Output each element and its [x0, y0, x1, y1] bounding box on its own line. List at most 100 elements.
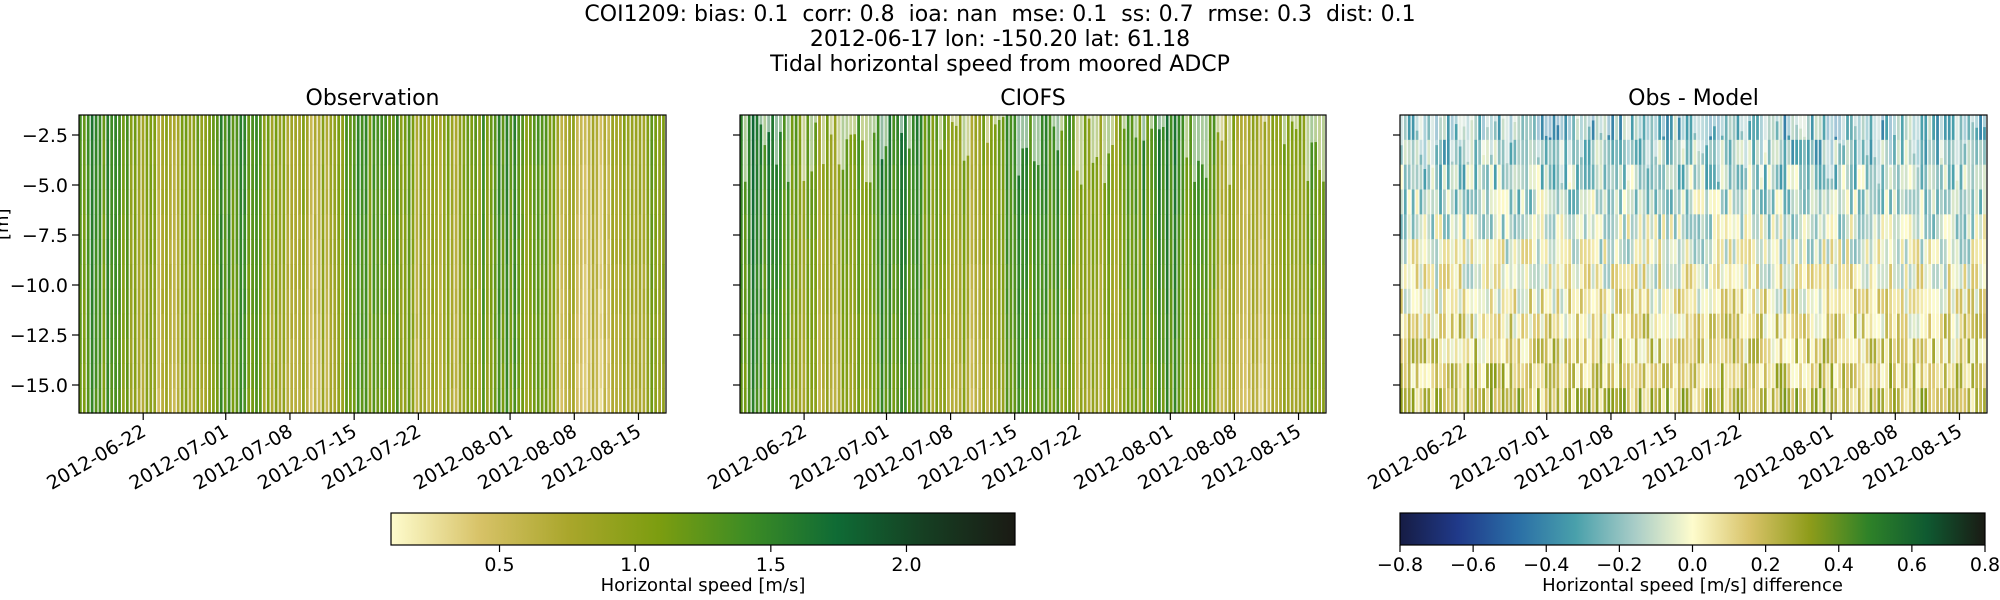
heatmap-cell: [1169, 139, 1173, 166]
heatmap-cell: [517, 115, 521, 141]
heatmap-cell: [82, 363, 86, 389]
heatmap-cell: [1290, 239, 1294, 265]
heatmap-cell: [1267, 115, 1271, 141]
heatmap-cell: [1009, 264, 1013, 290]
heatmap-cell: [1454, 214, 1458, 240]
heatmap-cell: [1517, 189, 1521, 215]
heatmap-cell: [1193, 264, 1196, 290]
heatmap-cell: [825, 214, 829, 240]
heatmap-cell: [1212, 164, 1216, 191]
heatmap-cell: [82, 388, 86, 414]
heatmap-cell: [642, 363, 646, 389]
heatmap-cell: [1243, 388, 1247, 414]
heatmap-cell: [243, 313, 247, 340]
heatmap-cell: [169, 164, 172, 191]
heatmap-cell: [1251, 288, 1255, 315]
heatmap-cell: [1134, 239, 1138, 265]
heatmap-cell: [993, 139, 997, 166]
heatmap-cell: [501, 239, 505, 265]
heatmap-cell: [786, 288, 790, 315]
heatmap-cell: [1025, 313, 1028, 340]
heatmap-cell: [1212, 338, 1216, 364]
heatmap-cell: [1181, 139, 1185, 166]
heatmap-cell: [450, 115, 454, 141]
heatmap-cell: [82, 115, 86, 141]
heatmap-cell: [407, 313, 411, 340]
heatmap-cell: [1638, 214, 1642, 240]
data-gap: [848, 115, 850, 413]
heatmap-cell: [1126, 139, 1130, 166]
heatmap-cell: [1142, 363, 1146, 389]
heatmap-cell: [1591, 338, 1595, 364]
heatmap-cell: [1544, 313, 1548, 340]
heatmap-cell: [630, 388, 634, 414]
data-gap: [1111, 115, 1114, 145]
heatmap-cell: [1576, 338, 1579, 364]
heatmap-cell: [868, 214, 872, 240]
data-gap: [1059, 115, 1061, 413]
heatmap-cell: [1005, 189, 1009, 215]
heatmap-cell: [907, 363, 911, 389]
heatmap-cell: [200, 363, 204, 389]
data-gap: [1184, 115, 1186, 413]
heatmap-cell: [122, 363, 125, 389]
heatmap-cell: [1529, 139, 1532, 166]
heatmap-cell: [1005, 313, 1009, 340]
heatmap-cell: [239, 214, 243, 240]
heatmap-cell: [1001, 139, 1005, 166]
heatmap-cell: [747, 139, 751, 166]
heatmap-cell: [325, 189, 329, 215]
heatmap-cell: [1005, 338, 1009, 364]
heatmap-cell: [1115, 288, 1118, 315]
heatmap-cell: [489, 388, 493, 414]
heatmap-cell: [1318, 363, 1321, 389]
heatmap-cell: [94, 363, 98, 389]
data-gap: [1035, 115, 1037, 413]
heatmap-cell: [1263, 313, 1267, 340]
heatmap-cell: [106, 264, 110, 290]
data-gap: [1067, 115, 1069, 413]
heatmap-cell: [313, 239, 317, 265]
heatmap-cell: [1525, 388, 1529, 414]
heatmap-cell: [1599, 313, 1603, 340]
heatmap-cell: [650, 164, 654, 191]
data-gap: [860, 115, 862, 413]
heatmap-cell: [1544, 189, 1548, 215]
heatmap-cell: [1587, 264, 1591, 290]
heatmap-cell: [278, 363, 282, 389]
heatmap-cell: [1666, 363, 1669, 389]
heatmap-cell: [763, 288, 767, 315]
heatmap-cell: [423, 264, 427, 290]
heatmap-cell: [1009, 239, 1013, 265]
heatmap-cell: [1079, 189, 1083, 215]
heatmap-cell: [990, 338, 993, 364]
heatmap-cell: [1603, 388, 1607, 414]
heatmap-cell: [176, 189, 180, 215]
heatmap-cell: [1306, 288, 1310, 315]
heatmap-cell: [997, 313, 1001, 340]
heatmap-cell: [79, 288, 82, 315]
heatmap-cell: [442, 115, 446, 141]
heatmap-cell: [892, 313, 896, 340]
heatmap-cell: [1107, 288, 1111, 315]
heatmap-cell: [94, 264, 98, 290]
heatmap-cell: [368, 313, 372, 340]
heatmap-cell: [493, 239, 497, 265]
heatmap-cell: [1423, 288, 1427, 315]
heatmap-cell: [1482, 164, 1485, 191]
heatmap-cell: [1419, 189, 1423, 215]
heatmap-cell: [364, 115, 368, 141]
data-gap: [1457, 115, 1459, 413]
heatmap-cell: [266, 214, 270, 240]
data-gap: [883, 115, 885, 413]
heatmap-cell: [1431, 338, 1435, 364]
heatmap-cell: [837, 338, 841, 364]
heatmap-cell: [997, 388, 1001, 414]
heatmap-cell: [384, 363, 388, 389]
heatmap-cell: [1298, 388, 1302, 414]
heatmap-cell: [1529, 288, 1532, 315]
heatmap-cell: [931, 313, 935, 340]
heatmap-cell: [1013, 264, 1017, 290]
heatmap-cell: [1521, 264, 1525, 290]
